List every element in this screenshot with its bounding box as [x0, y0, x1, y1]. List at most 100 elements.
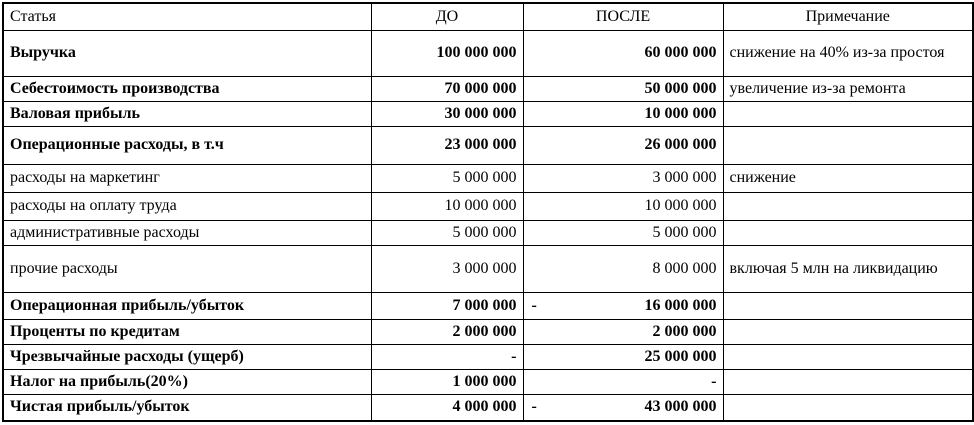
cell-after: 50 000 000	[522, 76, 724, 102]
cell-before-value: 7 000 000	[452, 296, 517, 314]
cell-after: 2 000 000	[522, 319, 724, 345]
cell-after-value: 5 000 000	[652, 223, 717, 241]
cell-note: включая 5 млн на ликвидацию	[722, 245, 974, 293]
cell-article: Налог на прибыль(20%)	[2, 369, 372, 395]
table-row: Чрезвычайные расходы (ущерб) - 25 000 00…	[2, 344, 974, 370]
cell-note	[722, 192, 974, 221]
cell-before-value: 2 000 000	[452, 322, 517, 340]
table-row: Налог на прибыль(20%) 1 000 000 -	[2, 369, 974, 395]
table-row: Валовая прибыль 30 000 000 10 000 000	[2, 101, 974, 127]
cell-before-value: 5 000 000	[452, 169, 517, 187]
cell-note	[722, 394, 974, 421]
table-header: Статья ДО ПОСЛЕ Примечание	[2, 2, 974, 31]
table-row: расходы на оплату труда 10 000 000 10 00…	[2, 192, 974, 221]
cell-before: 30 000 000	[370, 101, 524, 127]
cell-note	[722, 319, 974, 345]
cell-note	[722, 126, 974, 165]
cell-after: -	[522, 369, 724, 395]
cell-after-value: 16 000 000	[644, 296, 717, 314]
cell-after-value: 2 000 000	[652, 322, 717, 340]
table-row: Себестоимость производства 70 000 000 50…	[2, 76, 974, 102]
cell-before: 7 000 000	[370, 292, 524, 320]
cell-after-value: 60 000 000	[644, 44, 717, 62]
cell-after: 25 000 000	[522, 344, 724, 370]
cell-before-value: 4 000 000	[452, 398, 517, 416]
cell-after: 26 000 000	[522, 126, 724, 165]
minus-sign: -	[531, 398, 537, 416]
cell-before-value: 5 000 000	[452, 223, 517, 241]
cell-after: 60 000 000	[522, 30, 724, 77]
cell-before-value: 1 000 000	[452, 372, 517, 390]
cell-after: 5 000 000	[522, 220, 724, 246]
cell-article: расходы на маркетинг	[2, 164, 372, 193]
cell-article: Себестоимость производства	[2, 76, 372, 102]
cell-article: Выручка	[2, 30, 372, 77]
cell-before-value: 70 000 000	[444, 79, 517, 97]
cell-after-value: 26 000 000	[644, 136, 717, 154]
cell-note	[722, 292, 974, 320]
cell-before: 1 000 000	[370, 369, 524, 395]
cell-after-value: -	[711, 372, 717, 390]
cell-before-value: -	[511, 347, 517, 365]
header-article: Статья	[2, 2, 372, 31]
header-note: Примечание	[722, 2, 974, 31]
cell-after: - 43 000 000	[522, 394, 724, 421]
header-before: ДО	[370, 2, 524, 31]
cell-after-value: 50 000 000	[644, 79, 717, 97]
cell-article: прочие расходы	[2, 245, 372, 293]
cell-before: 4 000 000	[370, 394, 524, 421]
table-row: прочие расходы 3 000 000 8 000 000 включ…	[2, 245, 974, 293]
table-row: Чистая прибыль/убыток 4 000 000 - 43 000…	[2, 394, 974, 421]
cell-after: 10 000 000	[522, 192, 724, 221]
cell-after: 8 000 000	[522, 245, 724, 293]
cell-before: 5 000 000	[370, 220, 524, 246]
cell-after: 3 000 000	[522, 164, 724, 193]
cell-before: 23 000 000	[370, 126, 524, 165]
cell-before-value: 3 000 000	[452, 259, 517, 277]
cell-note	[722, 101, 974, 127]
cell-article: Валовая прибыль	[2, 101, 372, 127]
cell-before-value: 100 000 000	[436, 44, 517, 62]
cell-after-value: 10 000 000	[644, 197, 717, 215]
cell-after: - 16 000 000	[522, 292, 724, 320]
cell-note: увеличение из-за ремонта	[722, 76, 974, 102]
cell-note: снижение	[722, 164, 974, 193]
cell-article: Чрезвычайные расходы (ущерб)	[2, 344, 372, 370]
cell-before: 10 000 000	[370, 192, 524, 221]
cell-after-value: 10 000 000	[644, 104, 717, 122]
cell-article: Операционная прибыль/убыток	[2, 292, 372, 320]
cell-before: 3 000 000	[370, 245, 524, 293]
cell-note	[722, 344, 974, 370]
cell-article: Операционные расходы, в т.ч	[2, 126, 372, 165]
table-row: Проценты по кредитам 2 000 000 2 000 000	[2, 319, 974, 345]
cell-before: 100 000 000	[370, 30, 524, 77]
cell-before-value: 30 000 000	[444, 104, 517, 122]
header-after: ПОСЛЕ	[522, 2, 724, 31]
header-row: Статья ДО ПОСЛЕ Примечание	[2, 2, 974, 31]
cell-after-value: 25 000 000	[644, 347, 717, 365]
cell-article: расходы на оплату труда	[2, 192, 372, 221]
cell-note: снижение на 40% из-за простоя	[722, 30, 974, 77]
cell-article: Чистая прибыль/убыток	[2, 394, 372, 421]
minus-sign: -	[531, 296, 537, 314]
cell-before-value: 10 000 000	[444, 197, 517, 215]
cell-before: 70 000 000	[370, 76, 524, 102]
cell-note	[722, 369, 974, 395]
table-row: Операционные расходы, в т.ч 23 000 000 2…	[2, 126, 974, 165]
cell-before: 2 000 000	[370, 319, 524, 345]
table-body: Выручка 100 000 000 60 000 000 снижение …	[2, 30, 974, 421]
cell-before: 5 000 000	[370, 164, 524, 193]
table-row: Операционная прибыль/убыток 7 000 000 - …	[2, 292, 974, 320]
cell-article: Проценты по кредитам	[2, 319, 372, 345]
table-row: Выручка 100 000 000 60 000 000 снижение …	[2, 30, 974, 77]
table-row: расходы на маркетинг 5 000 000 3 000 000…	[2, 164, 974, 193]
cell-after-value: 3 000 000	[652, 169, 717, 187]
cell-note	[722, 220, 974, 246]
cell-after-value: 43 000 000	[644, 398, 717, 416]
cell-after-value: 8 000 000	[652, 259, 717, 277]
cell-before-value: 23 000 000	[444, 136, 517, 154]
cell-after: 10 000 000	[522, 101, 724, 127]
cell-article: административные расходы	[2, 220, 372, 246]
